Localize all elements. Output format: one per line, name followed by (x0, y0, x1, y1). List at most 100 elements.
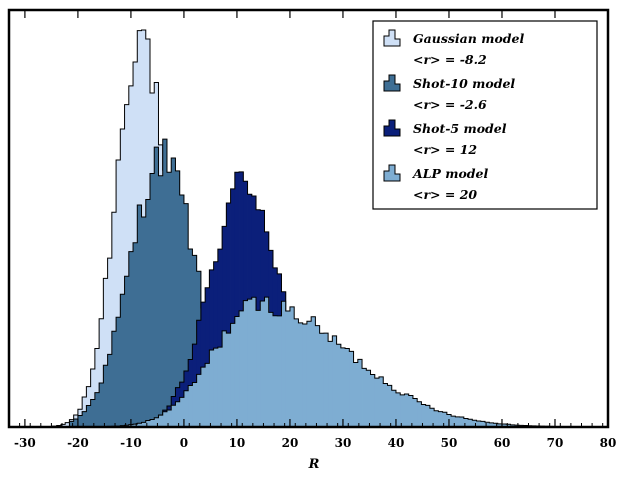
bar (112, 331, 117, 427)
bar (201, 367, 206, 427)
bar (252, 297, 257, 427)
bar (129, 252, 134, 427)
bar (303, 324, 308, 427)
bar (231, 323, 236, 427)
bar (290, 307, 295, 427)
bar (345, 349, 350, 428)
bar (366, 370, 371, 427)
x-tick-label: 40 (388, 436, 405, 450)
bar (197, 374, 202, 427)
bar (307, 321, 312, 427)
x-axis-title: R (308, 457, 320, 472)
bar (451, 416, 456, 427)
bar (315, 326, 320, 427)
bar (163, 139, 168, 427)
x-tick-label: -20 (67, 436, 89, 450)
x-tick-label: 50 (441, 436, 458, 450)
bar (371, 374, 376, 427)
bar (78, 415, 83, 427)
bar (404, 394, 409, 427)
bar (86, 405, 91, 427)
bar (400, 395, 405, 427)
x-tick-label: 0 (180, 436, 188, 450)
legend-series-name: Gaussian model (413, 31, 524, 46)
bar (337, 344, 342, 427)
bar (171, 405, 176, 427)
bar (273, 316, 278, 427)
bar (146, 200, 151, 427)
bar (218, 347, 223, 427)
bar (281, 301, 286, 427)
bar (260, 301, 265, 427)
bar (324, 333, 329, 427)
bar (184, 391, 189, 427)
bar (108, 354, 113, 427)
x-tick-label: 30 (335, 436, 352, 450)
bar (243, 301, 248, 427)
bar (256, 310, 261, 427)
bar (222, 331, 227, 427)
bar (311, 317, 316, 427)
x-tick-label: -30 (14, 436, 36, 450)
bar (235, 317, 240, 427)
bar (396, 393, 401, 427)
bar (137, 205, 142, 427)
bar (294, 319, 299, 427)
bar (354, 362, 359, 427)
legend-mean-label: <r> = -2.6 (413, 97, 487, 112)
bar (409, 396, 414, 428)
legend-mean-label: <r> = -8.2 (413, 52, 487, 67)
bar (455, 417, 460, 427)
x-tick-label: 80 (600, 436, 617, 450)
bar (362, 368, 367, 427)
bar (379, 377, 384, 427)
legend-mean-label: <r> = 12 (413, 142, 477, 157)
bar (158, 176, 163, 427)
bar (277, 316, 282, 427)
bar (383, 383, 388, 427)
bar (142, 217, 147, 427)
legend-series-name: Shot-10 model (413, 76, 515, 91)
bar (125, 276, 130, 427)
bar (239, 311, 244, 427)
bar (413, 399, 418, 427)
legend-series-name: Shot-5 model (413, 121, 507, 136)
bar (91, 400, 96, 427)
bar (434, 411, 439, 427)
bar (163, 412, 168, 427)
bar (158, 415, 163, 427)
bar (214, 348, 219, 427)
bar (120, 294, 125, 427)
bar (116, 317, 121, 427)
bar (332, 336, 337, 427)
x-tick-label: -10 (120, 436, 142, 450)
bar (205, 363, 210, 427)
bar (192, 382, 197, 427)
x-tick-label: 60 (494, 436, 511, 450)
bar (320, 333, 325, 427)
bar (248, 299, 253, 427)
legend-mean-label: <r> = 20 (413, 187, 477, 202)
bar (265, 297, 270, 427)
legend: Gaussian model <r> = -8.2 Shot-10 model <r>… (373, 21, 597, 209)
bar (171, 158, 176, 427)
bar (417, 402, 422, 427)
bar (133, 243, 138, 427)
bar (298, 323, 303, 427)
bar (269, 312, 274, 427)
legend-series-name: ALP model (412, 166, 488, 181)
bar (358, 359, 363, 427)
bar (341, 348, 346, 427)
bar (150, 174, 155, 427)
bar (99, 383, 104, 427)
bar (286, 311, 291, 427)
bar (375, 378, 380, 427)
bar (154, 147, 159, 427)
bar (226, 333, 231, 427)
bar (188, 386, 193, 428)
bar (175, 402, 180, 427)
bar (95, 393, 100, 427)
x-tick-label: 70 (547, 436, 564, 450)
